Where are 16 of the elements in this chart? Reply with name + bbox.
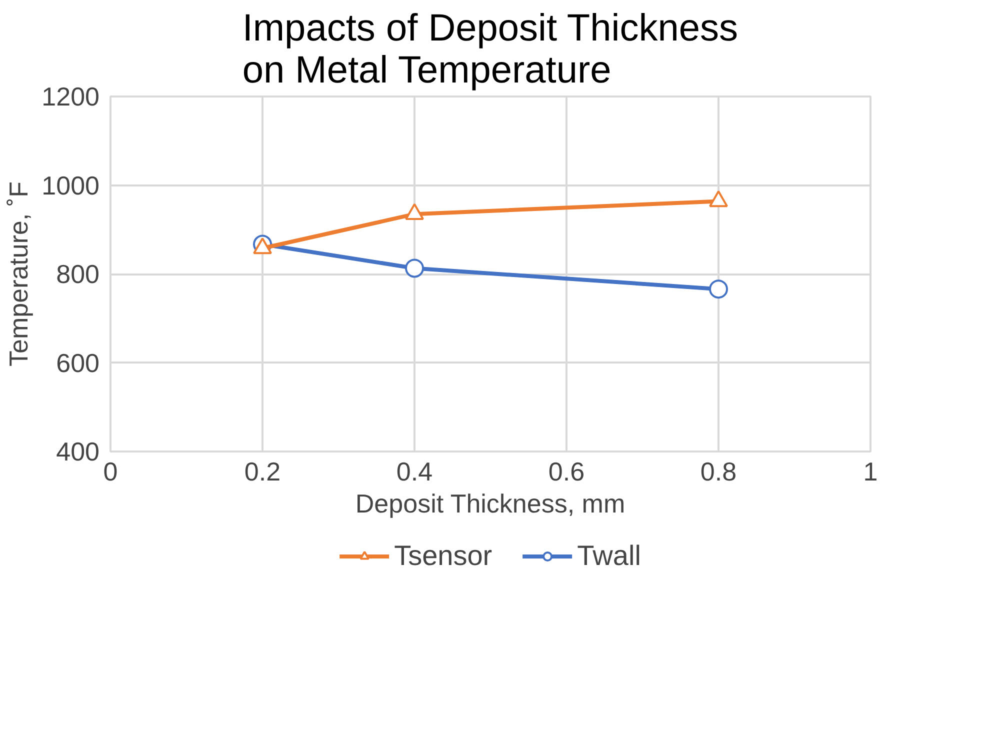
y-tick-label: 800 <box>56 259 100 289</box>
y-tick-label: 1200 <box>42 82 100 112</box>
legend-label: Twall <box>577 540 641 572</box>
legend-label: Tsensor <box>394 540 492 572</box>
y-axis-title: Temperature, ˚F <box>4 182 34 366</box>
x-tick-label: 0 <box>103 456 118 486</box>
chart-title: Impacts of Deposit Thickness on Metal Temperature <box>242 8 738 92</box>
x-tick-label: 0.2 <box>244 456 281 486</box>
x-tick-label: 0.8 <box>700 456 737 486</box>
x-tick-label: 0.4 <box>396 456 433 486</box>
x-axis-title: Deposit Thickness, mm <box>355 488 626 518</box>
y-tick-label: 400 <box>56 436 100 466</box>
y-tick-label: 600 <box>56 348 100 378</box>
x-tick-label: 0.6 <box>548 456 585 486</box>
x-tick-label: 1 <box>863 456 878 486</box>
y-tick-label: 1000 <box>42 170 100 200</box>
